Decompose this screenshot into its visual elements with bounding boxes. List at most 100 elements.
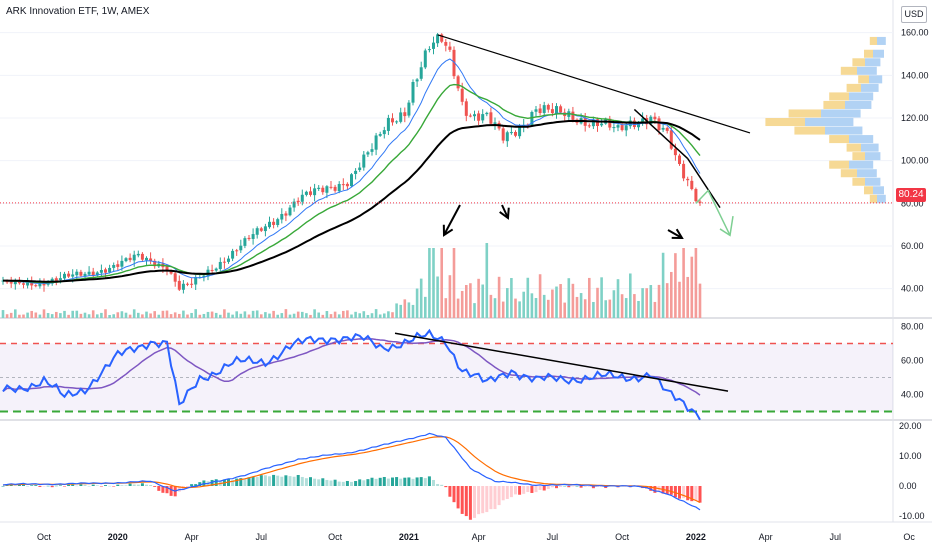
candle-body <box>608 118 612 128</box>
macd-histogram-bar <box>149 485 153 486</box>
volume-bar <box>649 285 653 318</box>
candle-body <box>403 112 407 117</box>
candle-body <box>22 283 25 285</box>
volume-bar <box>542 294 546 318</box>
macd-histogram-bar <box>71 484 75 486</box>
volume-bar <box>653 301 657 318</box>
macd-histogram-bar <box>386 478 390 486</box>
annotation-arrow <box>443 204 461 236</box>
volume-bar <box>674 253 677 318</box>
macd-histogram-bar <box>30 485 34 486</box>
volume-profile-bar-up <box>861 83 879 92</box>
macd-histogram-bar <box>272 474 276 486</box>
volume-bar <box>350 314 353 318</box>
volume-bar <box>305 313 308 318</box>
volume-bar <box>481 284 484 318</box>
macd-histogram-bar <box>382 476 386 486</box>
time-tick-label: Apr <box>185 532 199 542</box>
volume-profile-bar-up <box>821 109 861 118</box>
volume-bar <box>395 303 398 318</box>
volume-bar <box>100 312 103 318</box>
time-tick-label: Apr <box>472 532 486 542</box>
volume-bar <box>112 314 115 318</box>
candle-body <box>9 282 13 284</box>
macd-histogram-bar <box>42 486 46 487</box>
macd-histogram-bar <box>600 486 604 487</box>
volume-bar <box>145 311 148 318</box>
candle-body <box>63 273 66 279</box>
candle-body <box>444 42 448 46</box>
volume-bar <box>608 299 612 318</box>
candle-body <box>120 260 124 267</box>
macd-histogram-bar <box>198 482 202 486</box>
candle-body <box>95 272 99 276</box>
candle-body <box>128 257 132 261</box>
macd-histogram-bar <box>596 486 599 487</box>
volume-bar <box>235 311 238 318</box>
volume-bar <box>567 278 571 318</box>
macd-histogram-bar <box>112 486 116 487</box>
volume-bar <box>157 314 161 318</box>
volume-profile-bar-down <box>846 143 861 152</box>
volume-bar <box>637 300 640 318</box>
macd-histogram-bar <box>448 486 452 497</box>
time-tick-label: Apr <box>759 532 773 542</box>
macd-histogram-bar <box>686 486 690 501</box>
macd-histogram-bar <box>26 485 30 487</box>
volume-bar <box>116 312 120 318</box>
rsi-trendline <box>394 332 729 392</box>
candle-body <box>665 127 669 131</box>
volume-bar <box>227 312 230 318</box>
candle-body <box>620 125 624 131</box>
volume-bar <box>563 302 566 318</box>
volume-bar <box>34 312 38 318</box>
candle-body <box>34 285 38 287</box>
candle-body <box>333 186 337 191</box>
macd-histogram-bar <box>522 486 526 494</box>
macd-histogram-bar <box>313 478 317 486</box>
candle-body <box>288 207 292 216</box>
volume-bar <box>210 311 214 318</box>
volume-bar <box>108 314 111 318</box>
macd-histogram-bar <box>333 479 337 486</box>
time-tick-label: 2021 <box>399 532 419 542</box>
projection-arrow <box>695 189 731 236</box>
macd-histogram-bar <box>354 481 358 486</box>
volume-bar <box>42 309 46 318</box>
candle-body <box>534 109 538 112</box>
volume-bar <box>96 314 99 318</box>
macd-histogram-bar <box>690 486 694 502</box>
macd-histogram-bar <box>694 486 698 501</box>
macd-histogram-bar <box>673 486 677 498</box>
volume-profile-bar-up <box>865 58 881 67</box>
volume-bar <box>538 274 542 318</box>
candle-body <box>136 253 140 256</box>
macd-tick-label: 0.00 <box>899 481 917 491</box>
price-tick-label: 140.00 <box>901 70 929 80</box>
macd-histogram-bar <box>403 477 407 486</box>
ema-slow-line <box>3 119 701 283</box>
volume-bar <box>682 248 685 318</box>
candle-body <box>616 125 620 128</box>
time-tick-label: 2020 <box>108 532 128 542</box>
macd-histogram-bar <box>337 481 341 486</box>
candle-body <box>13 279 17 285</box>
macd-histogram-bar <box>345 480 349 486</box>
volume-bar <box>71 310 74 318</box>
candle-body <box>423 50 427 68</box>
candle-body <box>374 135 378 150</box>
volume-bar <box>383 313 386 318</box>
macd-histogram-bar <box>682 486 686 499</box>
candle-body <box>407 102 411 116</box>
volume-bar <box>79 313 83 318</box>
volume-bar <box>325 311 329 318</box>
annotation-arrow <box>501 204 509 219</box>
macd-histogram-bar <box>481 486 485 514</box>
volume-profile-bar-down <box>765 118 805 127</box>
volume-bar <box>30 310 33 318</box>
volume-bar <box>137 312 140 318</box>
currency-button[interactable]: USD <box>901 6 927 23</box>
candle-body <box>337 184 341 192</box>
macd-histogram-bar <box>452 486 456 503</box>
